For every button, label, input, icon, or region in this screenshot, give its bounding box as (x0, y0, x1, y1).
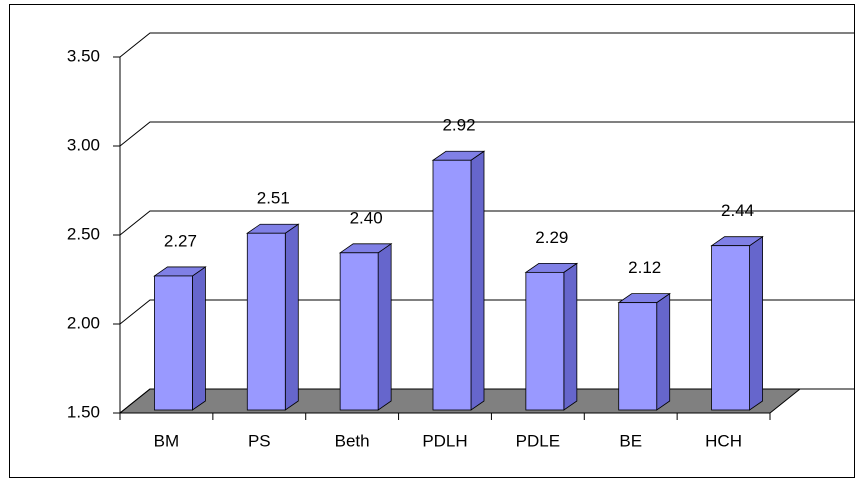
bar (339, 252, 379, 411)
bar (618, 302, 658, 411)
y-tick-label: 2.50 (67, 224, 100, 243)
x-tick-label: PDLH (422, 431, 467, 450)
grid-line (119, 121, 855, 147)
bar-side (377, 243, 392, 411)
value-label: 2.92 (442, 116, 475, 135)
bar-side (470, 150, 485, 411)
bar-side (563, 262, 578, 411)
x-tick-label: BE (619, 431, 642, 450)
bar (711, 245, 750, 411)
value-label: 2.51 (257, 189, 290, 208)
bar (246, 232, 286, 411)
x-tick-label: PDLE (516, 431, 560, 450)
value-label: 2.27 (164, 231, 197, 250)
bar (525, 271, 565, 411)
bar (154, 275, 193, 411)
bar-side (749, 235, 763, 411)
y-tick-label: 1.50 (67, 402, 100, 421)
value-label: 2.40 (350, 208, 383, 227)
value-label: 2.12 (628, 258, 661, 277)
grid-line (119, 32, 855, 58)
value-label: 2.44 (721, 201, 754, 220)
bar-side (284, 223, 299, 411)
y-tick-label: 2.00 (67, 313, 100, 332)
x-tick-label: PS (248, 431, 271, 450)
x-tick-label: BM (154, 431, 180, 450)
x-tick-label: Beth (335, 431, 370, 450)
grid-line (119, 299, 855, 325)
bar (432, 159, 472, 411)
bar-side (192, 266, 206, 411)
value-label: 2.29 (535, 228, 568, 247)
y-tick-label: 3.00 (67, 135, 100, 154)
bar-side (656, 292, 671, 411)
grid-line (119, 210, 855, 236)
x-tick-label: HCH (705, 431, 742, 450)
y-tick-label: 3.50 (67, 46, 100, 65)
